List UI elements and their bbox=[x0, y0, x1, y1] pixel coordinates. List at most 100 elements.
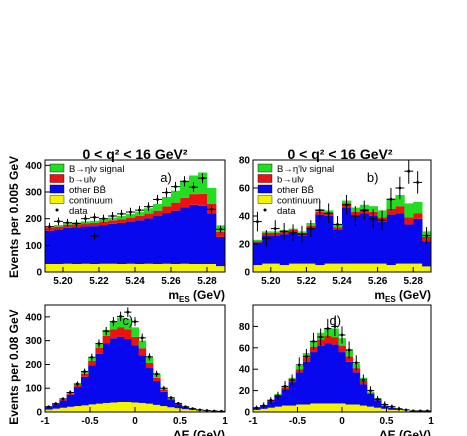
hist-bar-blsignal bbox=[162, 197, 172, 207]
y-tick-label: 300 bbox=[25, 188, 42, 199]
hist-bar-continuum bbox=[413, 263, 423, 272]
panel-a: 5.20 5.22 5.24 5.26 5.28 0 100 200 300 400 mES (Ge… bbox=[25, 159, 226, 304]
hist-bar-continuum bbox=[174, 408, 183, 412]
hist-bar-otherbb bbox=[131, 345, 139, 403]
hist-bar-otherbb bbox=[368, 216, 378, 264]
data-point bbox=[407, 169, 411, 173]
x-tick-label: 5.26 bbox=[161, 276, 181, 287]
x-tick-label: 5.26 bbox=[368, 276, 388, 287]
hist-bar-otherbb bbox=[145, 368, 154, 404]
hist-bar-otherbb bbox=[297, 235, 307, 264]
hist-bar-blsignal bbox=[171, 190, 181, 203]
hist-bar-blsignal bbox=[90, 220, 100, 223]
legend-swatch bbox=[257, 163, 273, 173]
x-tick-label: 1 bbox=[428, 416, 434, 427]
hist-bar-otherbb bbox=[171, 210, 181, 264]
y-tick-label: 0 bbox=[244, 408, 250, 419]
hist-bar-continuum bbox=[274, 406, 282, 412]
hist-bar-otherbb bbox=[138, 355, 147, 403]
y-tick-label: 0 bbox=[244, 268, 250, 279]
y-axis-title-top: Events per 0.005 GeV bbox=[7, 156, 21, 278]
hist-bar-bul bbox=[90, 222, 100, 227]
hist-bar-continuum bbox=[359, 405, 368, 412]
hist-bar-blsignal bbox=[124, 318, 132, 330]
data-point bbox=[336, 223, 339, 226]
hist-bar-otherbb bbox=[267, 401, 275, 408]
data-point bbox=[148, 355, 151, 359]
hist-bar-bul bbox=[386, 209, 396, 215]
data-point bbox=[376, 397, 379, 401]
y-tick-label: 80 bbox=[239, 156, 251, 167]
data-point bbox=[68, 391, 72, 394]
y-tick-label: 0 bbox=[36, 408, 42, 419]
y-tick-label: 100 bbox=[25, 384, 42, 395]
panel-tag: b) bbox=[367, 170, 379, 185]
hist-bar-continuum bbox=[261, 263, 272, 272]
hist-bar-otherbb bbox=[288, 232, 298, 264]
y-tick-label: 400 bbox=[25, 312, 42, 323]
hist-bar-continuum bbox=[198, 264, 208, 272]
hist-bar-otherbb bbox=[59, 400, 67, 408]
hist-bar-otherbb bbox=[66, 394, 75, 407]
x-tick-label: 5.20 bbox=[261, 276, 281, 287]
hist-bar-otherbb bbox=[153, 381, 161, 405]
legend-label: continuum bbox=[277, 196, 321, 207]
data-point bbox=[340, 333, 344, 337]
y-axis-title-top-group: Events per 0.005 GeV bbox=[7, 156, 21, 278]
hist-bar-otherbb bbox=[207, 213, 217, 264]
x-axis-label-subscript: ES bbox=[179, 295, 190, 304]
hist-bar-otherbb bbox=[167, 399, 175, 408]
data-point bbox=[380, 218, 384, 222]
hist-bar-continuum bbox=[324, 263, 334, 272]
hist-bar-otherbb bbox=[279, 234, 289, 265]
hist-bar-bul bbox=[54, 226, 64, 230]
hist-bar-otherbb bbox=[366, 393, 375, 407]
hist-bar-continuum bbox=[288, 263, 298, 272]
hist-bar-bul bbox=[117, 219, 127, 223]
data-point bbox=[126, 310, 130, 314]
hist-bar-otherbb bbox=[81, 376, 89, 406]
hist-bar-otherbb bbox=[126, 221, 136, 264]
x-tick-label: 0.5 bbox=[173, 416, 187, 427]
data-point bbox=[147, 205, 150, 209]
data-point bbox=[309, 227, 313, 231]
y-tick-label: 40 bbox=[239, 365, 251, 376]
data-point bbox=[165, 191, 168, 194]
hist-bar-continuum bbox=[171, 264, 181, 272]
x-axis-label-unit: (GeV) bbox=[190, 288, 225, 302]
hist-bar-continuum bbox=[45, 264, 55, 272]
hist-bar-continuum bbox=[167, 407, 175, 412]
y-tick-label: 60 bbox=[239, 184, 251, 195]
hist-bar-blsignal bbox=[153, 204, 163, 211]
x-tick-label: 5.24 bbox=[332, 276, 352, 287]
data-point bbox=[104, 329, 108, 333]
hist-bar-otherbb bbox=[162, 213, 172, 264]
hist-bar-blsignal bbox=[180, 181, 190, 198]
hist-bar-bul bbox=[189, 194, 199, 205]
x-axis-label-subscript: ES bbox=[385, 295, 396, 304]
hist-bar-otherbb bbox=[270, 235, 281, 264]
data-point bbox=[205, 409, 209, 412]
hist-bar-otherbb bbox=[160, 391, 168, 407]
hist-bar-continuum bbox=[72, 264, 82, 272]
hist-bar-continuum bbox=[109, 402, 118, 412]
data-point bbox=[48, 225, 51, 229]
x-axis-label: ΔE (GeV) bbox=[173, 428, 225, 436]
hist-bar-otherbb bbox=[54, 229, 64, 264]
data-point bbox=[140, 336, 144, 340]
data-point bbox=[256, 220, 259, 224]
hist-bar-otherbb bbox=[342, 207, 352, 264]
data-point bbox=[219, 227, 222, 231]
hist-bar-otherbb bbox=[73, 387, 82, 407]
data-point bbox=[318, 209, 322, 212]
data-point bbox=[97, 342, 101, 345]
hist-bar-bul bbox=[81, 373, 89, 377]
hist-bar-continuum bbox=[145, 403, 154, 412]
x-tick-label: -1 bbox=[249, 416, 258, 427]
y-tick-label: 100 bbox=[25, 241, 42, 252]
data-point bbox=[93, 234, 96, 238]
data-point bbox=[210, 207, 213, 211]
hist-bar-continuum bbox=[279, 265, 289, 272]
panel-c: -1 -0.5 0 0.5 1 0 100 200 300 400 ΔE (GeV) c) bbox=[25, 304, 228, 436]
hist-bar-otherbb bbox=[338, 352, 346, 404]
